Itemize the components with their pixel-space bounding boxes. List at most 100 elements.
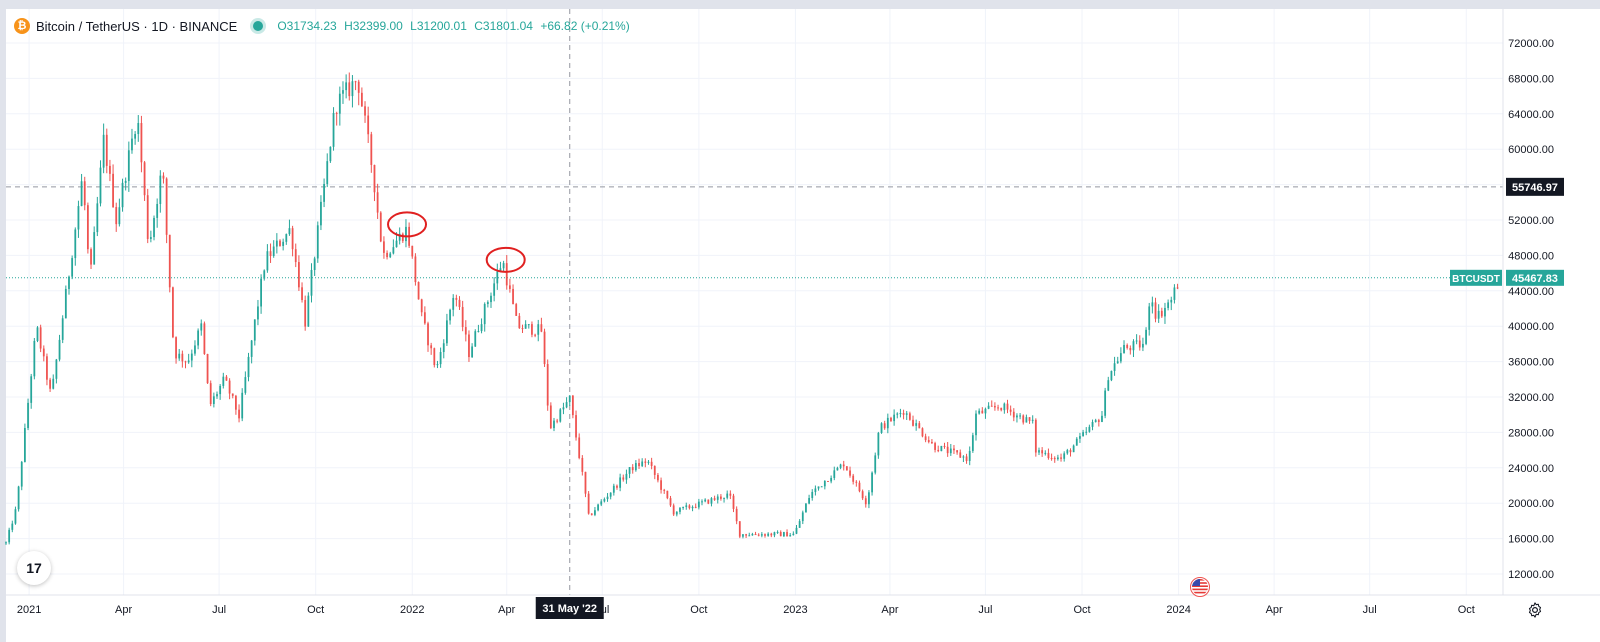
candle [720,494,722,501]
gear-icon[interactable] [1526,601,1544,619]
candle-body [855,481,858,483]
crosshair-price-bg [1506,177,1564,196]
annotation-circle[interactable] [387,211,428,238]
last-price-symbol-label: BTCUSDT [1452,274,1500,285]
candle [754,531,757,536]
candle [710,497,713,507]
candle [890,416,892,422]
candle [231,393,234,399]
candle-body [1104,390,1107,416]
change-value: +66.82 (+0.21%) [540,19,630,33]
y-tick-label: 52000.00 [1508,215,1554,227]
x-tick-label: Oct [690,604,707,616]
candle-body [263,270,266,279]
candle-body [663,489,666,491]
open-value: 31734.23 [286,19,337,33]
candle [915,419,918,431]
candle-body [392,247,395,254]
crosshair-date-bg [535,597,604,619]
candle-body [172,287,174,338]
candle [880,422,883,434]
candle [893,409,896,426]
candle-body [64,288,67,319]
candle [943,442,946,449]
candle-body [17,486,20,510]
candle [121,178,124,212]
candle-body [915,423,918,426]
candle-body [984,408,987,414]
candle-body [1135,340,1138,342]
candle-body [732,495,735,509]
candle-body [650,461,653,467]
candle [905,410,908,420]
tradingview-logo-icon[interactable]: 17 [17,551,51,585]
candle [512,284,514,305]
candle-body [222,376,225,386]
candle [288,219,291,236]
candle [8,527,11,545]
candle [612,483,615,496]
market-status-icon[interactable] [253,21,264,31]
candle [209,380,212,407]
candle [984,407,987,419]
candle [118,198,121,227]
candle-body [934,443,936,450]
candle [490,292,492,308]
candle-body [433,348,436,366]
y-tick-label: 72000.00 [1508,38,1554,50]
candle-body [184,361,187,363]
symbol-title[interactable]: Bitcoin / TetherUS · 1D · BINANCE [36,18,238,34]
candle-body [360,92,363,107]
candle [830,475,833,484]
candle-body [294,249,297,263]
candle-body [606,496,609,500]
candle-body [512,288,514,305]
candle-body [1038,450,1040,453]
candle-body [464,327,467,335]
candle-body [1154,302,1157,319]
candle-body [827,480,829,482]
candle-body [291,228,294,250]
candle [776,530,779,534]
candle-body [401,233,404,242]
candle-body [27,402,29,429]
candle-body [203,323,206,354]
window-left-border [0,9,6,642]
annotation-circle[interactable] [485,246,526,273]
candle [307,292,310,327]
candle [631,464,634,474]
candle-body [883,423,886,429]
candle-body [609,492,612,497]
candle-body [1034,419,1037,453]
candle-body [801,512,804,522]
candle-body [657,474,659,481]
candle-body [767,533,770,536]
candle [864,495,867,508]
candle [36,326,39,343]
candle [726,490,729,500]
candle-body [74,229,77,259]
candle-body [143,162,146,196]
candle [99,160,102,207]
candle-body [14,509,17,524]
candle [751,532,754,536]
candle [332,107,335,151]
candle [811,489,814,501]
candle-body [757,534,760,536]
candle [679,507,681,515]
candle-body [102,134,105,168]
candle [861,489,864,501]
candle [975,410,977,441]
candle [194,340,196,356]
candle-body [899,413,902,415]
candle [146,188,149,244]
y-tick-label: 24000.00 [1508,463,1554,475]
y-tick-label: 28000.00 [1508,427,1554,439]
chart-grid [6,9,1503,595]
candle-body [556,420,559,422]
us-flag-icon[interactable] [1190,577,1210,597]
candle [225,375,228,381]
candle-body [666,490,669,499]
candle-body [524,324,527,329]
